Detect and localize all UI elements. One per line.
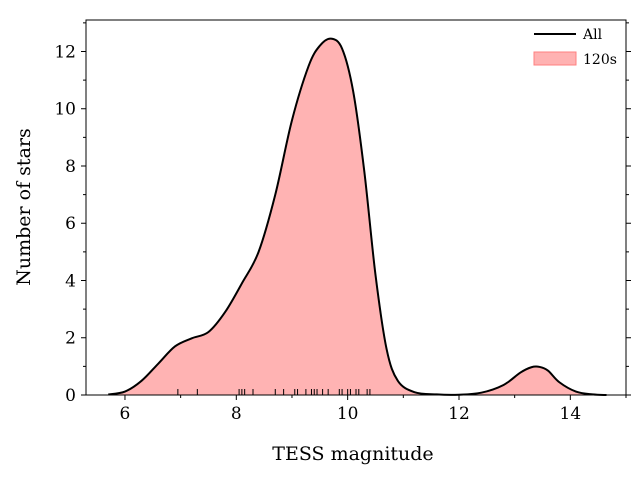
axis-ticks: 6 8 10 12 14 0 2 4 6 8 10 12 xyxy=(54,22,631,424)
plot-area xyxy=(108,37,607,396)
series-all-line xyxy=(108,37,607,396)
y-tick-label: 0 xyxy=(65,386,76,406)
legend-label-120s: 120s xyxy=(583,52,617,68)
series-120s-area xyxy=(108,38,607,395)
x-axis-title: TESS magnitude xyxy=(272,443,433,465)
y-axis-title: Number of stars xyxy=(13,128,35,285)
x-tick-label: 6 xyxy=(120,404,131,424)
x-tick-label: 8 xyxy=(231,404,242,424)
x-tick-label: 14 xyxy=(560,404,582,424)
y-tick-label: 6 xyxy=(65,214,76,234)
legend: All 120s xyxy=(533,27,617,68)
x-tick-label: 10 xyxy=(337,404,359,424)
x-tick-label: 12 xyxy=(448,404,470,424)
legend-label-all: All xyxy=(582,27,603,43)
y-tick-label: 2 xyxy=(65,329,76,349)
legend-swatch-120s xyxy=(533,51,577,66)
y-tick-label: 12 xyxy=(54,42,76,62)
axes-frame xyxy=(85,19,627,396)
y-tick-label: 10 xyxy=(54,100,76,120)
y-tick-label: 8 xyxy=(65,157,76,177)
y-tick-label: 4 xyxy=(65,271,76,291)
